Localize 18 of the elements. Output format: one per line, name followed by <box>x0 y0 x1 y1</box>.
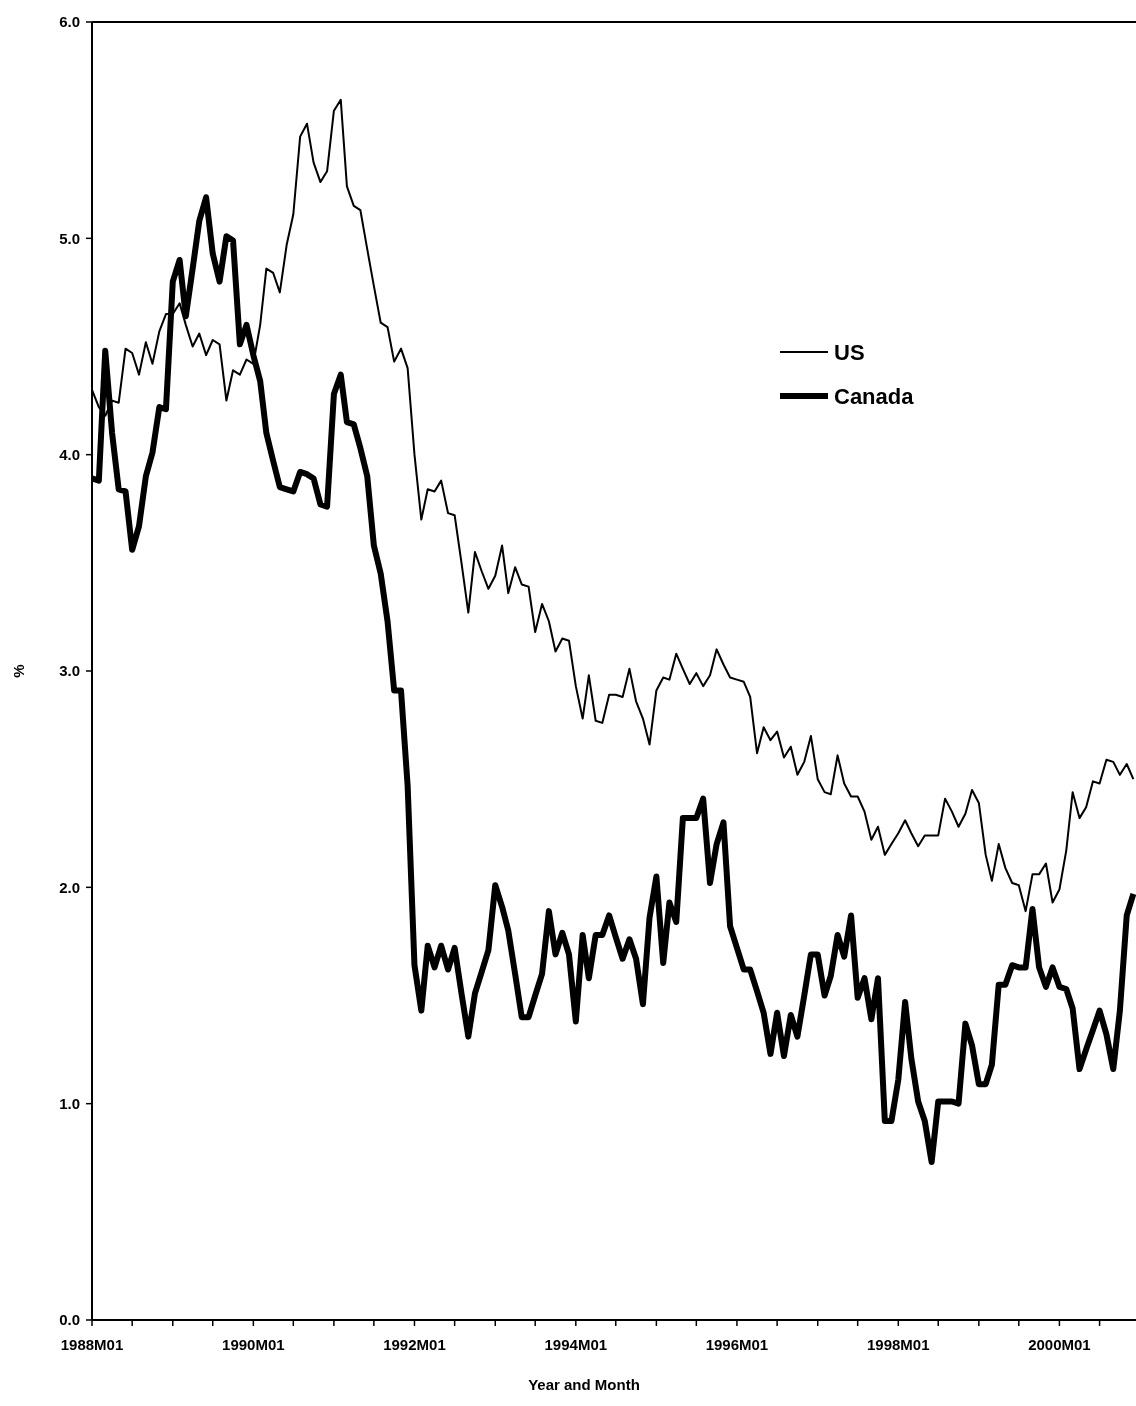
y-tick-label: 5.0 <box>59 229 80 247</box>
x-tick-label: 1996M01 <box>705 1336 769 1353</box>
y-tick-label: 3.0 <box>59 662 80 680</box>
y-tick-label: 6.0 <box>59 13 80 31</box>
y-tick-label: 1.0 <box>59 1094 80 1112</box>
legend-label: US <box>834 339 865 365</box>
y-axis-title: % <box>10 664 27 678</box>
x-tick-label: 2000M01 <box>1028 1336 1091 1353</box>
x-tick-label: 1998M01 <box>867 1336 930 1353</box>
y-tick-label: 2.0 <box>59 878 80 896</box>
x-tick-label: 1988M01 <box>60 1336 124 1353</box>
x-axis-title: Year and Month <box>528 1376 640 1393</box>
x-tick-label: 1992M01 <box>383 1336 446 1353</box>
x-tick-label: 1994M01 <box>544 1336 608 1353</box>
x-tick-label: 1990M01 <box>222 1336 285 1353</box>
y-tick-label: 4.0 <box>59 445 80 463</box>
legend-label: Canada <box>834 383 915 409</box>
y-tick-label: 0.0 <box>59 1311 80 1329</box>
